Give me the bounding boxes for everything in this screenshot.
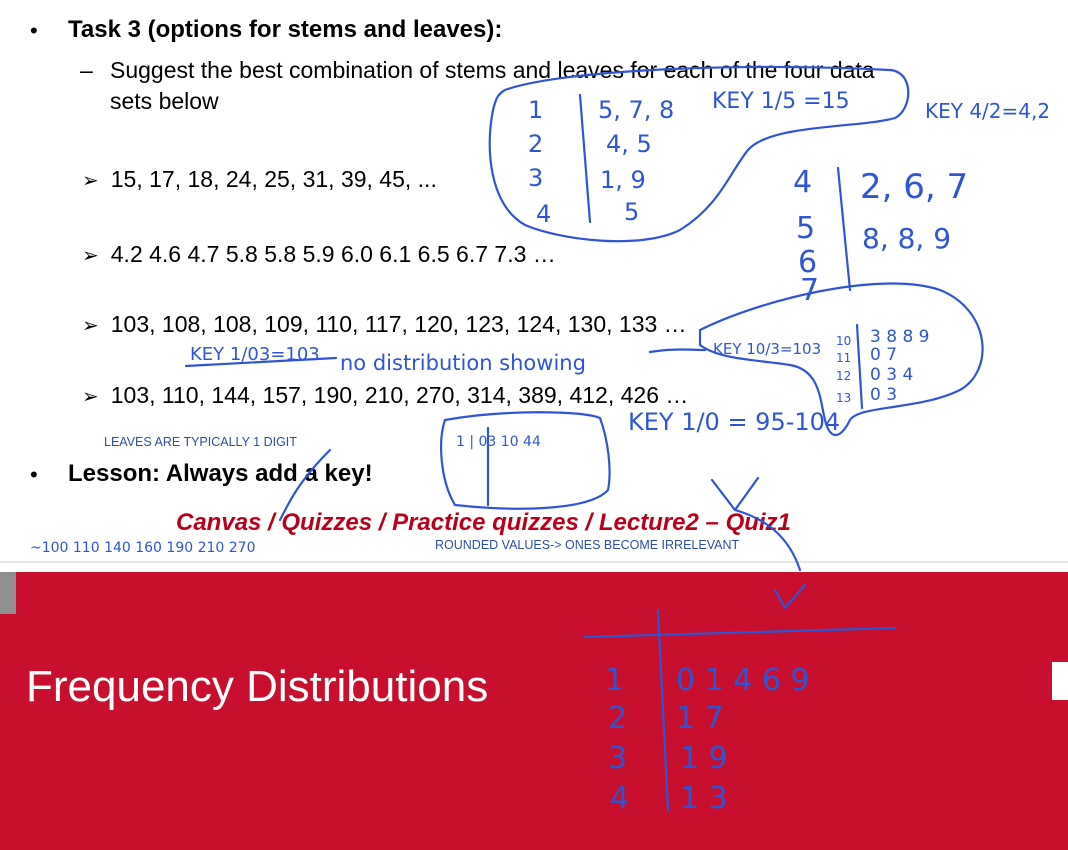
slide-divider (0, 561, 1068, 563)
ink-key3: KEY 1/03=103 (190, 344, 320, 365)
subtask-text: Suggest the best combination of stems an… (110, 55, 1030, 117)
ink-leaves1-c: 1, 9 (600, 166, 646, 194)
arrow-bullet-icon: ➢ (82, 315, 99, 337)
ink-check-mark (710, 476, 760, 512)
dataset-4: ➢ 103, 110, 144, 157, 190, 210, 270, 314,… (82, 382, 688, 409)
ink-key4: KEY 10/3=103 (713, 340, 821, 358)
ink-leaves1-d: 5 (624, 198, 639, 226)
ink-leaves2-b: 8, 8, 9 (862, 222, 951, 255)
ink-leaves2-a: 2, 6, 7 (860, 167, 968, 207)
arrow-bullet-icon: ➢ (82, 170, 99, 192)
ink-stem3-d: 13 (836, 391, 851, 405)
rounded-values-note: ROUNDED VALUES-> ONES BECOME IRRELEVANT (435, 538, 740, 552)
section-banner (0, 572, 1068, 850)
banner-tab (0, 572, 16, 614)
dash-marker: – (80, 57, 93, 83)
ink-stem3-b: 11 (836, 351, 851, 365)
bullet-dot: • (30, 462, 38, 487)
arrow-bullet-icon: ➢ (82, 245, 99, 267)
ink-stem1-b: 2 (528, 130, 543, 158)
subtask-line-2: sets below (110, 88, 219, 114)
ink-stem2-c: 6 (798, 245, 817, 280)
ink-stem3-a: 10 (836, 334, 851, 348)
ink-key3-underline (184, 356, 338, 368)
task-title: Task 3 (options for stems and leaves): (68, 16, 503, 43)
leaves-note: LEAVES ARE TYPICALLY 1 DIGIT (104, 435, 297, 449)
ink-stem2-b: 5 (796, 211, 815, 246)
bullet-dot: • (30, 18, 38, 43)
dataset-3: ➢ 103, 108, 108, 109, 110, 117, 120, 123,… (82, 311, 687, 338)
ink-stem1-c: 3 (528, 164, 543, 192)
dataset-2: ➢ 4.2 4.6 4.7 5.8 5.8 5.9 6.0 6.1 6.5 6.7… (82, 241, 556, 268)
subtask-line-1: Suggest the best combination of stems an… (110, 57, 875, 83)
ink-stem-line3 (855, 323, 864, 410)
ink-key5: KEY 1/0 = 95-104 (628, 408, 840, 436)
ink-leaves3-d: 0 3 (870, 385, 897, 405)
ink-stem1-d: 4 (536, 200, 551, 228)
ink-leaves3-c: 0 3 4 (870, 365, 913, 385)
ink-outline-table3 (698, 282, 984, 437)
dataset-1: ➢ 15, 17, 18, 24, 25, 31, 39, 45, ... (82, 166, 437, 193)
ink-leaves3-b: 0 7 (870, 345, 897, 365)
ink-box-row: 1 | 03 10 44 (456, 434, 541, 450)
ink-rounded-values: ~100 110 140 160 190 210 270 (30, 540, 255, 556)
dataset-4-values: 103, 110, 144, 157, 190, 210, 270, 314, … (110, 382, 689, 408)
ink-leaves3-a: 3 8 8 9 (870, 327, 929, 347)
dataset-2-values: 4.2 4.6 4.7 5.8 5.8 5.9 6.0 6.1 6.5 6.7 … (110, 241, 556, 267)
ink-stem2-a: 4 (793, 165, 812, 200)
canvas-quiz-link[interactable]: Canvas / Quizzes / Practice quizzes / Le… (176, 509, 791, 536)
ink-box (440, 411, 611, 510)
ink-stem3-c: 12 (836, 369, 851, 383)
ink-stem-line2 (836, 166, 852, 292)
ink-stem2-d: 7 (800, 273, 819, 308)
arrow-bullet-icon: ➢ (82, 386, 99, 408)
banner-square (1052, 662, 1068, 700)
ink-no-distribution: no distribution showing (340, 351, 586, 375)
ink-connector (648, 348, 707, 354)
dataset-1-values: 15, 17, 18, 24, 25, 31, 39, 45, ... (110, 166, 437, 192)
lesson-text: Lesson: Always add a key! (68, 460, 373, 487)
ink-leaves1-b: 4, 5 (606, 130, 652, 158)
dataset-3-values: 103, 108, 108, 109, 110, 117, 120, 123, … (110, 311, 687, 337)
banner-title: Frequency Distributions (26, 662, 489, 711)
